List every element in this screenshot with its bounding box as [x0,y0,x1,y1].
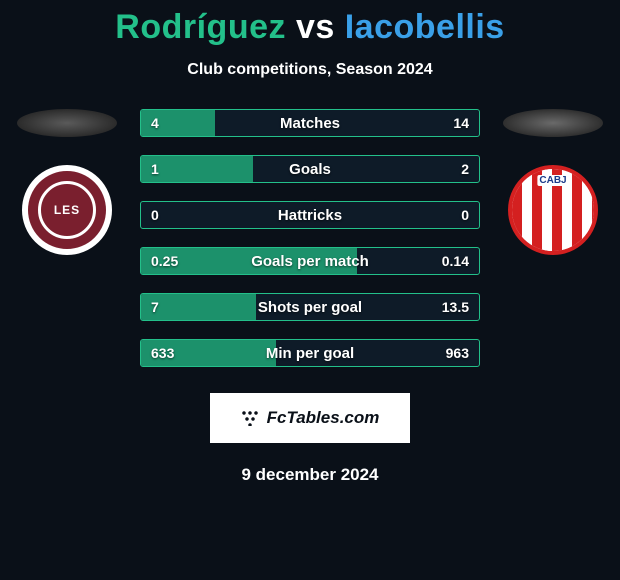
stat-label: Shots per goal [141,294,479,320]
stat-label: Min per goal [141,340,479,366]
date-line: 9 december 2024 [0,465,620,485]
subtitle: Club competitions, Season 2024 [0,61,620,79]
stats-column: 4Matches14 1Goals2 0Hattricks0 0.25Goals pe… [140,109,480,385]
stat-row: 0.25Goals per match0.14 [140,247,480,275]
main-row: LES 4Matches14 1Goals2 0Hattricks0 0.25Goal… [0,109,620,385]
stat-label: Goals per match [141,248,479,274]
stat-row: 4Matches14 [140,109,480,137]
stat-right-value: 14 [453,110,469,136]
brand-name: FcTables.com [267,408,380,428]
stat-row: 7Shots per goal13.5 [140,293,480,321]
stat-right-value: 2 [461,156,469,182]
brand-logo-icon [241,410,261,426]
stat-row: 1Goals2 [140,155,480,183]
stat-row: 633Min per goal963 [140,339,480,367]
page-title: Rodríguez vs Iacobellis [0,8,620,47]
player1-avatar [17,109,117,137]
vs-separator: vs [296,8,335,46]
stat-right-value: 0.14 [442,248,469,274]
player2-club-badge-text: CABJ [537,175,568,186]
stat-label: Hattricks [141,202,479,228]
stat-right-value: 963 [446,340,469,366]
player1-name: Rodríguez [115,8,286,46]
player1-club-badge-text: LES [38,181,96,239]
right-player-column: CABJ [498,109,608,255]
stat-label: Matches [141,110,479,136]
player2-name: Iacobellis [345,8,505,46]
player2-club-badge: CABJ [508,165,598,255]
stat-label: Goals [141,156,479,182]
player1-club-badge: LES [22,165,112,255]
stat-right-value: 0 [461,202,469,228]
brand-footer[interactable]: FcTables.com [210,393,410,443]
stat-right-value: 13.5 [442,294,469,320]
left-player-column: LES [12,109,122,255]
stat-row: 0Hattricks0 [140,201,480,229]
player2-avatar [503,109,603,137]
comparison-card: Rodríguez vs Iacobellis Club competition… [0,0,620,485]
